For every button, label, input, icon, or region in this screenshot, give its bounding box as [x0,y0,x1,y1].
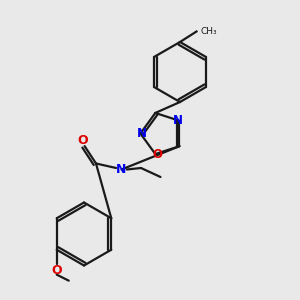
Text: O: O [78,134,88,147]
Text: N: N [116,163,127,176]
Text: N: N [173,114,183,127]
Text: CH₃: CH₃ [200,27,217,36]
Text: N: N [137,127,147,140]
Text: O: O [152,148,162,160]
Text: O: O [51,264,62,277]
